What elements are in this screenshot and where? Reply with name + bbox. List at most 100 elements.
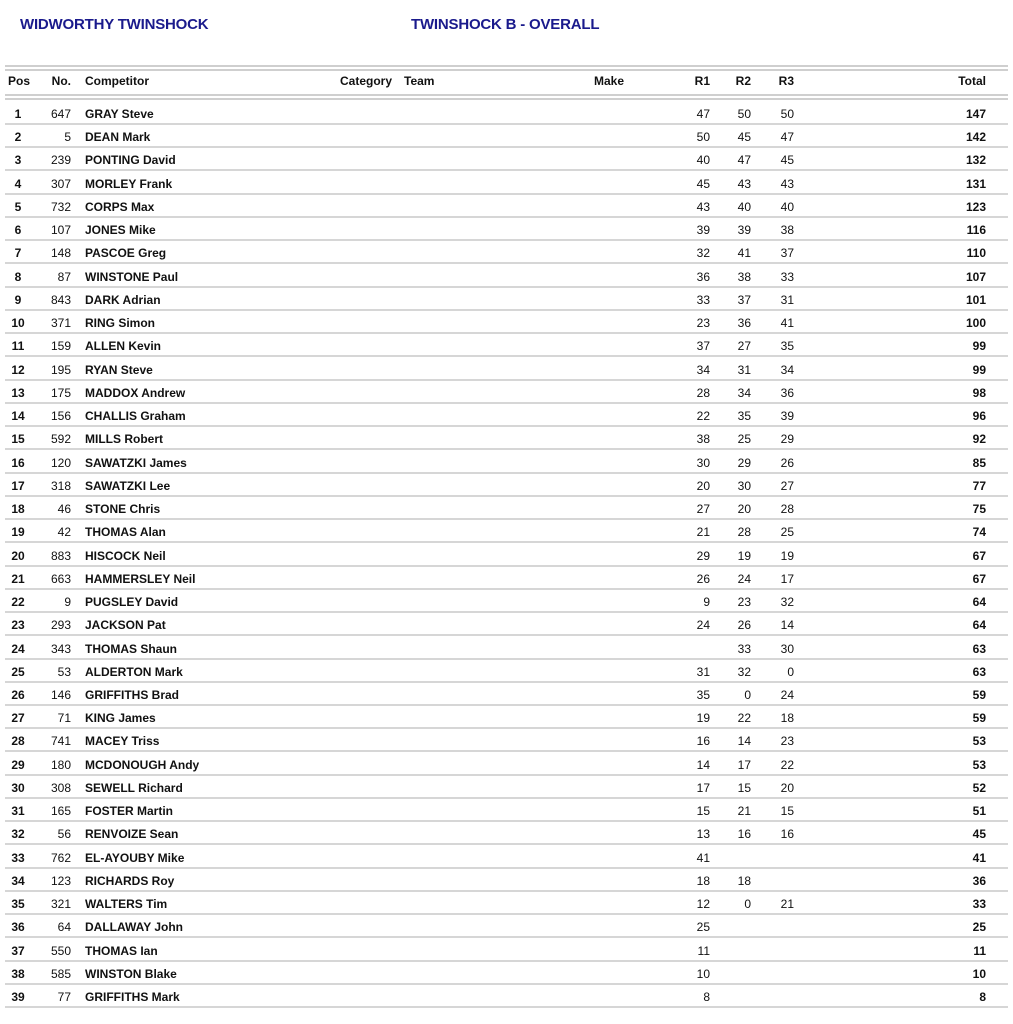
total-score: 123	[965, 199, 986, 214]
table-row: 24 343 THOMAS Shaun 33 30 63	[0, 637, 1013, 660]
competitor-name: RING Simon	[85, 316, 156, 331]
position: 23	[11, 618, 25, 633]
r1-score: 29	[696, 548, 710, 563]
competitor-name: MILLS Robert	[85, 432, 163, 447]
position: 3	[14, 153, 22, 168]
competitor-name: JACKSON Pat	[85, 618, 166, 633]
position: 4	[14, 176, 22, 191]
r1-score: 47	[696, 107, 710, 121]
r2-score: 27	[737, 339, 751, 354]
number: 159	[50, 339, 71, 354]
r1-score: 41	[696, 850, 710, 865]
r1-score: 50	[696, 130, 710, 145]
r1-score: 14	[696, 757, 710, 772]
competitor-name: WALTERS Tim	[85, 897, 168, 912]
row-divider	[5, 541, 1008, 544]
table-row: 8 87 WINSTONE Paul 36 38 33 107	[0, 265, 1013, 288]
total-score: 64	[972, 595, 986, 610]
number: 5	[64, 130, 71, 145]
table-row: 21 663 HAMMERSLEY Neil 26 24 17 67	[0, 567, 1013, 590]
position: 7	[14, 246, 22, 261]
r3-score: 29	[780, 432, 794, 447]
total-score: 25	[972, 920, 986, 935]
number: 843	[50, 292, 71, 307]
row-divider	[5, 727, 1008, 730]
r1-score: 30	[696, 455, 710, 470]
number: 585	[50, 966, 71, 981]
competitor-name: MACEY Triss	[85, 734, 160, 749]
header-category: Category	[340, 74, 393, 88]
r2-score: 34	[737, 385, 751, 400]
r3-score: 35	[780, 339, 794, 354]
competitor-name: STONE Chris	[85, 502, 161, 517]
r1-score: 11	[697, 943, 710, 958]
competitor-name: SEWELL Richard	[85, 780, 183, 795]
r1-score: 16	[696, 734, 710, 749]
r2-score: 31	[737, 362, 751, 377]
total-score: 147	[965, 107, 986, 121]
table-row: 35 321 WALTERS Tim 12 0 21 33	[0, 892, 1013, 916]
row-divider	[5, 262, 1008, 265]
total-score: 36	[972, 873, 986, 888]
table-row: 13 175 MADDOX Andrew 28 34 36 98	[0, 381, 1013, 404]
position: 39	[11, 990, 25, 1005]
r3-score: 28	[780, 502, 794, 517]
competitor-name: KING James	[85, 711, 156, 726]
total-score: 132	[965, 153, 986, 168]
position: 10	[11, 316, 25, 331]
row-divider	[5, 889, 1008, 892]
row-divider	[5, 1006, 1008, 1009]
total-score: 92	[972, 432, 986, 447]
r2-score: 23	[737, 595, 751, 610]
number: 71	[57, 711, 71, 726]
table-row: 12 195 RYAN Steve 34 31 34 99	[0, 358, 1013, 381]
total-score: 96	[972, 409, 986, 424]
position: 37	[11, 943, 25, 958]
r3-score: 19	[780, 548, 794, 563]
total-score: 51	[972, 804, 986, 819]
r2-score: 29	[737, 455, 751, 470]
divider	[5, 65, 1008, 67]
r1-score: 18	[696, 873, 710, 888]
number: 293	[50, 618, 71, 633]
table-row: 22 9 PUGSLEY David 9 23 32 64	[0, 590, 1013, 614]
r1-score: 28	[696, 385, 710, 400]
r3-score: 20	[780, 780, 794, 795]
position: 34	[11, 873, 25, 888]
number: 307	[50, 176, 71, 191]
r2-score: 17	[737, 757, 751, 772]
number: 308	[50, 780, 71, 795]
r3-score: 30	[780, 641, 794, 656]
row-divider	[5, 425, 1008, 428]
r2-score: 36	[737, 316, 751, 331]
competitor-name: THOMAS Ian	[85, 943, 158, 958]
total-score: 63	[972, 641, 986, 656]
competitor-name: THOMAS Alan	[85, 525, 166, 540]
competitor-name: SAWATZKI James	[85, 455, 187, 470]
header-no: No.	[51, 74, 71, 88]
competitor-name: CORPS Max	[85, 199, 155, 214]
competitor-name: JONES Mike	[85, 223, 156, 238]
total-score: 142	[965, 130, 986, 145]
row-divider	[5, 518, 1008, 521]
r1-score: 24	[696, 618, 710, 633]
row-divider	[5, 796, 1008, 799]
total-score: 75	[972, 502, 986, 517]
total-score: 59	[972, 688, 986, 702]
r3-score: 25	[780, 525, 794, 540]
table-row: 1 647 GRAY Steve 47 50 50 147	[0, 102, 1013, 125]
position: 15	[11, 432, 25, 447]
competitor-name: RENVOIZE Sean	[85, 827, 179, 842]
position: 30	[11, 780, 25, 795]
number: 120	[50, 455, 71, 470]
table-row: 15 592 MILLS Robert 38 25 29 92	[0, 427, 1013, 451]
r2-score: 35	[737, 409, 751, 424]
position: 25	[11, 664, 25, 679]
position: 27	[11, 711, 25, 726]
r2-score: 38	[737, 269, 751, 284]
r2-score: 0	[744, 688, 751, 702]
r3-score: 40	[780, 199, 794, 214]
r1-score: 23	[696, 316, 710, 331]
r3-score: 23	[780, 734, 794, 749]
table-row: 18 46 STONE Chris 27 20 28 75	[0, 497, 1013, 521]
